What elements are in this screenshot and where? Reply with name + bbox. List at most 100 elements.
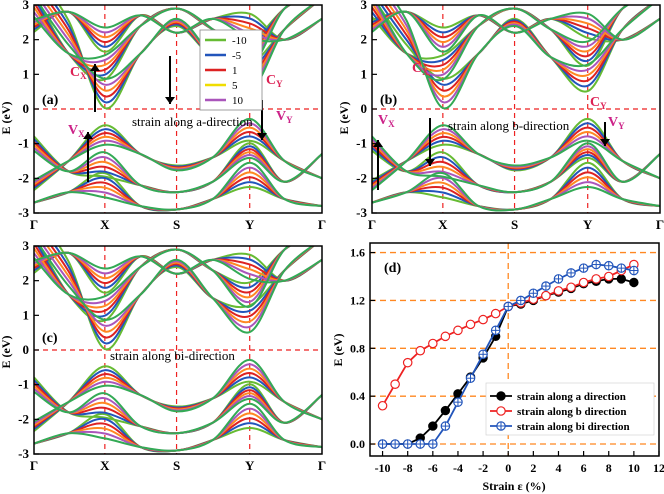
data-point	[515, 295, 526, 306]
arrow-head	[373, 140, 383, 147]
y-axis-d: 0.0 0.4 0.8 1.2 1.6	[350, 246, 375, 451]
band-curve	[34, 391, 322, 435]
y-tick-label: 2	[23, 273, 30, 288]
legend-label: 1	[232, 65, 238, 77]
data-point	[591, 274, 601, 284]
x-tick-label: 8	[606, 461, 612, 475]
band-curve	[34, 376, 322, 435]
kpoint-label: S	[173, 217, 180, 232]
y-tick-label: -3	[18, 446, 29, 461]
y-tick-label: 1	[361, 66, 368, 81]
kpoint-label: Γ	[656, 217, 664, 232]
panel-text-c: strain along bi-direction	[110, 348, 235, 363]
xlabel-d: Strain ε (%)	[482, 479, 545, 493]
legend-label: strain along bi direction	[517, 421, 630, 433]
plot-frame-d	[369, 242, 660, 457]
data-point	[591, 259, 601, 270]
panel-tag-a: (a)	[42, 93, 59, 108]
data-point	[390, 379, 400, 390]
panel-text-b: strain along b-direction	[448, 118, 570, 133]
panel-tag-d: (d)	[384, 261, 401, 276]
data-point	[496, 391, 506, 401]
gap-arrows-b	[373, 118, 610, 190]
ylabel-b: E (eV)	[337, 102, 351, 135]
data-point	[440, 331, 451, 342]
band-curve	[377, 5, 630, 82]
band-curve	[34, 246, 290, 308]
data-point	[440, 405, 451, 416]
data-point	[541, 281, 551, 291]
y-ticks-c: 3 2 1 0 -1 -2 -3	[18, 238, 39, 461]
kpoint-label: Y	[245, 458, 255, 473]
band-curve	[372, 172, 660, 212]
band-curve	[34, 135, 322, 194]
legend-label: strain along a direction	[517, 391, 626, 403]
data-point	[503, 301, 514, 312]
series-d	[377, 259, 639, 449]
data-point	[453, 325, 463, 336]
kpoint-label: Γ	[368, 217, 376, 232]
band-curve	[396, 5, 654, 110]
cx-label-a: CX	[70, 65, 87, 81]
svg-text:CY: CY	[590, 95, 607, 111]
band-curve	[34, 10, 322, 43]
y-tick-label: 1.6	[350, 246, 365, 260]
data-point	[465, 319, 476, 330]
data-point	[603, 271, 614, 282]
data-point	[465, 373, 476, 384]
y-tick-label: -3	[18, 205, 29, 220]
y-tick-label: -2	[18, 170, 29, 185]
legend-a: -10 -5 1 5 10	[199, 29, 263, 111]
band-curve	[372, 135, 660, 194]
svg-text:VX: VX	[68, 123, 85, 139]
data-point	[528, 288, 539, 299]
y-tick-label: 3	[23, 0, 30, 12]
y-tick-label: -1	[18, 136, 29, 151]
y-tick-label: 1	[23, 307, 30, 322]
kpoint-label: S	[511, 217, 518, 232]
x-tick-label: 2	[530, 461, 536, 475]
svg-text:VY: VY	[608, 115, 625, 131]
kpoint-label: Γ	[318, 217, 326, 232]
data-point	[428, 439, 438, 449]
band-structure-panel-b: 3 2 1 0 -1 -2 -3 Γ X S Y Γ (b) strain along b-dire…	[356, 0, 664, 232]
series-2	[377, 259, 639, 449]
arrow-head	[83, 132, 93, 139]
ylabel-a: E (eV)	[0, 102, 13, 135]
y-tick-label: -2	[18, 411, 29, 426]
data-point	[402, 357, 413, 368]
data-point	[629, 265, 639, 276]
svg-text:CX: CX	[70, 65, 87, 81]
svg-text:CX: CX	[412, 61, 429, 77]
x-tick-label: -6	[428, 461, 438, 475]
band-curve	[34, 402, 322, 452]
legend-label: -10	[232, 35, 247, 47]
y-tick-label: -2	[356, 170, 367, 185]
data-point	[553, 274, 564, 284]
data-point	[616, 274, 627, 284]
data-point	[541, 290, 551, 301]
svg-text:VY: VY	[276, 109, 293, 125]
band-curves-a	[34, 5, 322, 212]
y-tick-label: 0.0	[350, 437, 365, 451]
legend-label: 5	[232, 80, 238, 92]
x-tick-label: -8	[403, 461, 413, 475]
y-tick-label: 0	[23, 342, 30, 357]
x-tick-label: 0	[505, 461, 511, 475]
y-tick-label: 1	[23, 66, 30, 81]
data-point	[603, 260, 614, 271]
ylabel-d: E (eV)	[331, 334, 345, 367]
band-curve	[34, 251, 322, 284]
y-tick-label: -1	[18, 377, 29, 392]
x-tick-label: 4	[555, 461, 561, 475]
legend-label: 10	[232, 95, 244, 107]
data-point	[377, 439, 388, 449]
data-point	[566, 282, 576, 293]
y-tick-label: 2	[23, 32, 30, 47]
kpoint-label: Y	[245, 217, 255, 232]
kpoint-label: Γ	[30, 458, 38, 473]
x-tick-label: -10	[375, 461, 391, 475]
